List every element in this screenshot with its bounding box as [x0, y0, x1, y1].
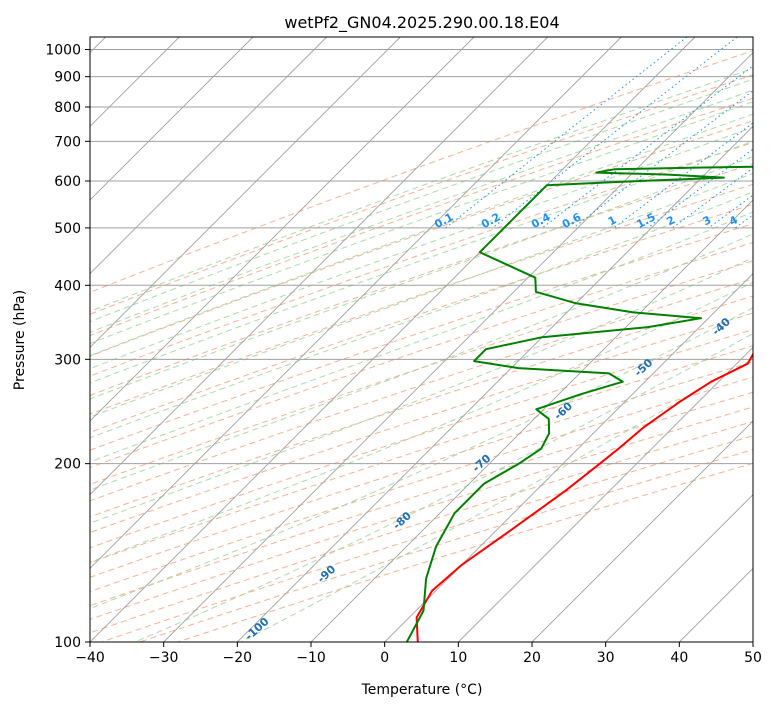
y-tick-label: 300 — [54, 352, 81, 368]
chart-title: wetPf2_GN04.2025.290.00.18.E04 — [284, 13, 559, 33]
x-tick-label: 30 — [597, 650, 615, 666]
x-tick-label: 10 — [449, 650, 467, 666]
y-tick-label: 700 — [54, 134, 81, 150]
y-tick-label: 100 — [54, 635, 81, 651]
y-tick-label: 200 — [54, 457, 81, 473]
y-tick-label: 500 — [54, 221, 81, 237]
y-tick-label: 600 — [54, 174, 81, 190]
x-tick-label: −20 — [223, 650, 253, 666]
y-tick-label: 1000 — [45, 43, 81, 59]
y-tick-label: 900 — [54, 70, 81, 86]
y-axis-label: Pressure (hPa) — [12, 290, 28, 390]
y-tick-label: 400 — [54, 278, 81, 294]
x-tick-label: −40 — [75, 650, 105, 666]
x-axis-label: Temperature (°C) — [361, 682, 483, 698]
x-tick-label: 0 — [380, 650, 389, 666]
x-tick-label: −30 — [149, 650, 179, 666]
x-tick-label: −10 — [296, 650, 326, 666]
x-tick-label: 20 — [523, 650, 541, 666]
x-tick-label: 40 — [670, 650, 688, 666]
x-tick-label: 50 — [744, 650, 762, 666]
y-tick-label: 800 — [54, 100, 81, 116]
